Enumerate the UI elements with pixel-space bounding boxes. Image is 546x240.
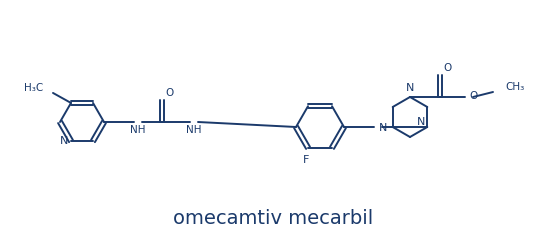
Text: N: N	[60, 136, 68, 146]
Text: NH: NH	[186, 125, 202, 135]
Text: H₃C: H₃C	[23, 83, 43, 93]
Text: N: N	[406, 83, 414, 93]
Text: CH₃: CH₃	[505, 82, 524, 92]
Text: O: O	[469, 91, 477, 101]
Text: NH: NH	[130, 125, 146, 135]
Text: omecamtiv mecarbil: omecamtiv mecarbil	[173, 209, 373, 228]
Text: N: N	[417, 117, 425, 127]
Text: F: F	[303, 155, 309, 165]
Text: O: O	[443, 63, 451, 73]
Text: N: N	[379, 123, 387, 133]
Text: O: O	[165, 88, 173, 98]
